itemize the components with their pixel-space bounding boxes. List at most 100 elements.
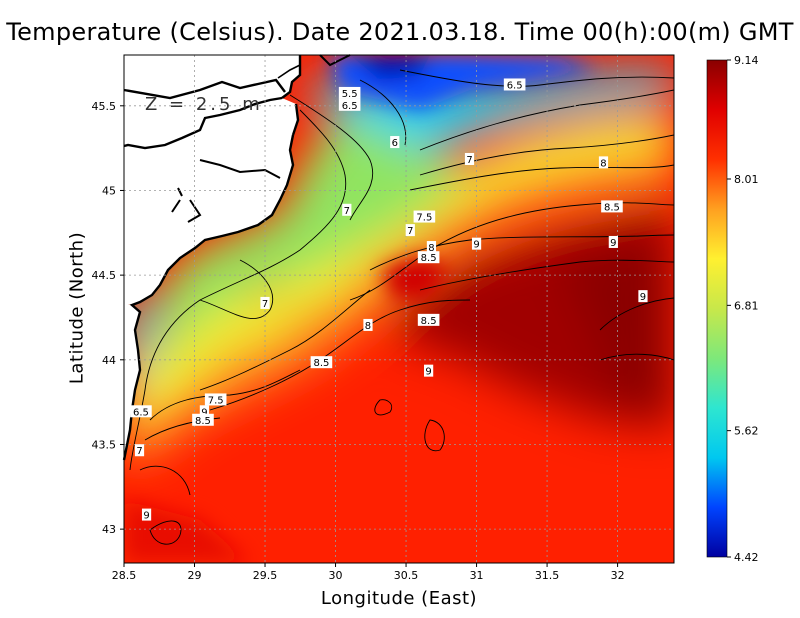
y-tick-label: 44.5 [92, 269, 117, 282]
contour-label-bg [424, 364, 434, 377]
colorbar-ticks: 4.42 5.62 6.81 8.01 9.14 [727, 54, 759, 564]
colorbar-tick-label: 8.01 [734, 173, 759, 186]
x-tick-label: 29 [188, 569, 202, 582]
contour-label-text: 9 [610, 238, 616, 249]
coastline-land [122, 54, 351, 461]
y-axis-label: Latitude (North) [66, 231, 88, 385]
contour-label-bg [260, 296, 270, 309]
x-tick-label: 31.5 [535, 569, 560, 582]
contour-label-text: 5.5 [342, 89, 358, 100]
contour-label-bg [130, 405, 152, 418]
contour-label-bg [426, 241, 437, 254]
contour-label-text: 7 [466, 155, 472, 166]
colorbar-tick-label: 5.62 [734, 425, 759, 438]
y-axis-ticks: 43 43.5 44 44.5 45 45.5 [92, 100, 124, 536]
y-tick-label: 45.5 [92, 100, 117, 113]
contour-label-text: 8.5 [195, 416, 211, 427]
contour-label: 8 [598, 156, 609, 169]
contour-label-text: 7.5 [416, 213, 432, 224]
contour-label: 6.5 [503, 78, 526, 91]
contour-label: 6.5 [130, 405, 152, 418]
contour-label-bg [342, 203, 352, 216]
contour-label-text: 7 [136, 446, 142, 457]
contour-label-text: 6.5 [133, 407, 149, 418]
contour-label-bg [390, 136, 400, 149]
contour-label: 8 [426, 241, 437, 254]
grid-lines [124, 55, 674, 563]
contour-label: 9 [199, 405, 209, 418]
contour-label: 9 [608, 235, 618, 249]
contour-label: 6 [390, 136, 400, 149]
contour-label-bg [204, 393, 227, 406]
contour-label-bg [134, 444, 145, 457]
contour-label: 7 [342, 203, 352, 217]
contour-label: 5.5 [338, 86, 361, 100]
contour-label: 9 [638, 290, 648, 303]
contour-label-bg [192, 413, 214, 426]
x-tick-label: 29.5 [253, 569, 278, 582]
contour-label-text: 8 [600, 158, 606, 169]
contour-label-bg [363, 318, 373, 331]
contour-label: 8.5 [192, 413, 214, 427]
contour-label-text: 8.5 [604, 202, 620, 213]
contour-label-bg [310, 356, 333, 369]
x-tick-label: 32 [611, 569, 625, 582]
contour-label: 7 [464, 152, 475, 166]
contour-label-bg [338, 98, 361, 111]
contour-label: 9 [471, 237, 482, 251]
x-tick-label: 31 [470, 569, 484, 582]
contour-label-text: 6 [392, 138, 398, 149]
contour-label: 7.5 [413, 210, 436, 224]
contour-label: 7 [260, 296, 270, 310]
contour-label-bg [503, 78, 526, 91]
contour-label-text: 8 [365, 321, 371, 332]
contour-label-text: 8.5 [421, 316, 437, 327]
contour-label: 8.5 [417, 251, 440, 264]
chart-title: Temperature (Celsius). Date 2021.03.18. … [6, 18, 794, 46]
contour-label: 8.5 [417, 313, 440, 327]
contour-label-text: 9 [640, 292, 646, 303]
colorbar: 4.42 5.62 6.81 8.01 9.14 [706, 54, 759, 564]
contour-label-bg [638, 290, 648, 303]
y-tick-label: 44 [102, 354, 116, 367]
contour-label-text: 8.5 [313, 358, 329, 369]
x-tick-label: 30.5 [394, 569, 419, 582]
contour-label: 9 [424, 364, 434, 378]
contour-label-bg [405, 224, 415, 237]
x-tick-label: 28.5 [112, 569, 137, 582]
contour-label-text: 9 [201, 407, 207, 418]
contour-label-text: 8.5 [421, 253, 437, 264]
colorbar-tick-label: 9.14 [734, 54, 759, 67]
contour-label-text: 7 [407, 226, 413, 237]
depth-label: Z = 2.5 m [145, 94, 263, 115]
contour-label: 7.5 [204, 393, 227, 406]
y-tick-label: 43.5 [92, 438, 117, 451]
contour-label-text: 7 [262, 299, 268, 310]
contour-label-bg [338, 86, 361, 99]
x-axis-label: Longitude (East) [320, 588, 478, 609]
contour-label-text: 9 [425, 367, 431, 378]
contour-label-bg [598, 156, 609, 169]
colorbar-tick-label: 4.42 [734, 551, 759, 564]
contour-label-bg [471, 237, 482, 250]
contour-label-bg [413, 210, 436, 223]
colorbar-tick-label: 6.81 [734, 299, 759, 312]
contour-label: 9 [141, 508, 152, 522]
contour-label: 8.5 [601, 200, 623, 213]
contour-label-text: 7.5 [208, 395, 224, 406]
colorbar-gradient [706, 59, 728, 558]
contour-label-bg [141, 508, 152, 521]
contour-label-bg [199, 405, 209, 418]
y-tick-label: 43 [102, 523, 116, 536]
contour-label-text: 9 [473, 240, 479, 251]
contour-label: 7 [134, 444, 145, 457]
contour-label: 7 [405, 224, 415, 237]
x-tick-label: 30 [329, 569, 343, 582]
contour-label-text: 6.5 [342, 101, 358, 112]
contour-label-text: 7 [344, 206, 350, 217]
contour-label-bg [417, 313, 440, 326]
contour-label: 6.5 [338, 98, 361, 112]
contour-lines [129, 69, 674, 545]
